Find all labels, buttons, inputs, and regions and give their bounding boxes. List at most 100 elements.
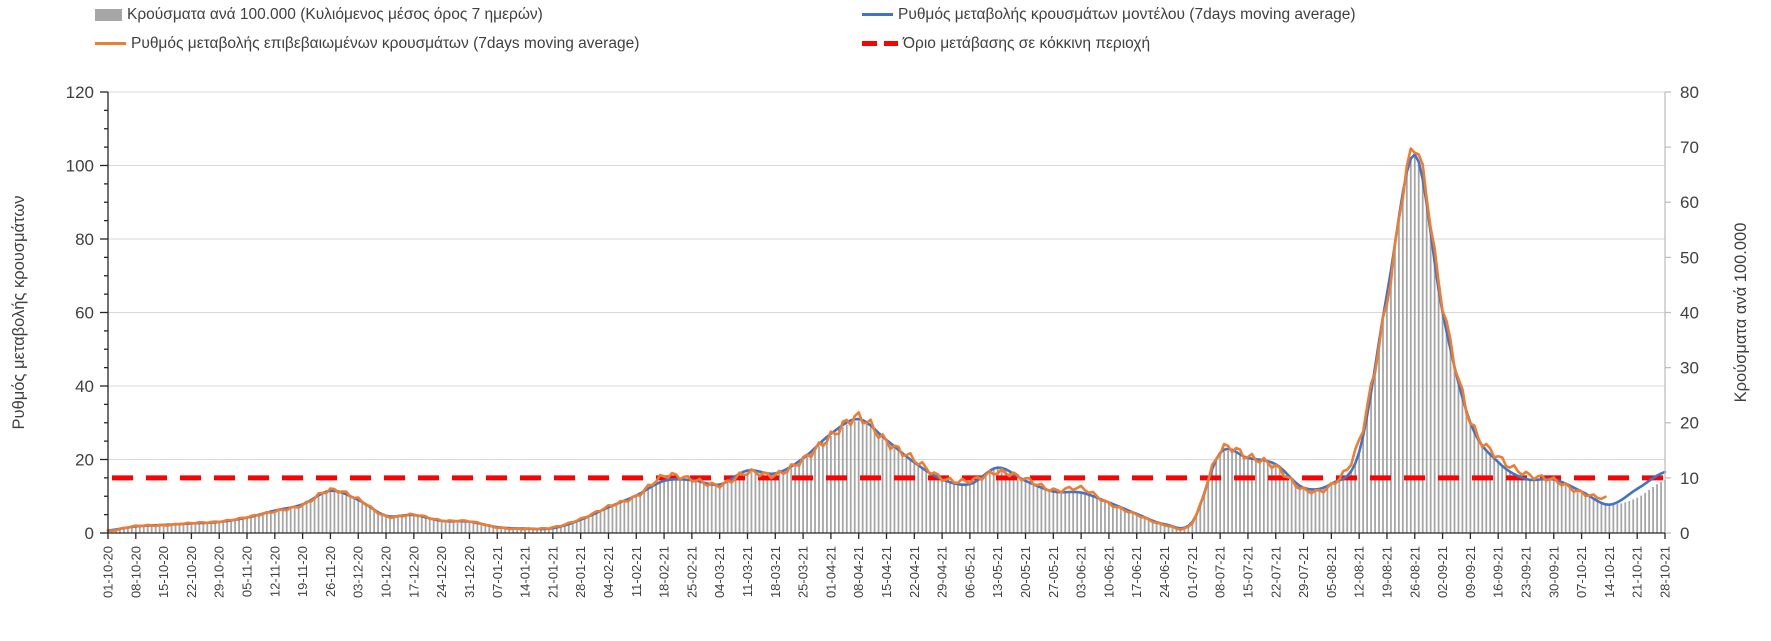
case-bar	[1004, 470, 1007, 533]
case-bar	[1632, 499, 1635, 533]
case-bar	[377, 512, 379, 533]
x-tick-label: 14-10-21	[1602, 546, 1617, 598]
case-bar	[802, 460, 804, 533]
case-bar	[1401, 195, 1404, 533]
x-tick-label: 24-12-20	[434, 546, 449, 598]
case-bar	[1509, 470, 1511, 533]
case-bar	[162, 525, 165, 533]
case-bar	[444, 521, 447, 533]
case-bar	[1000, 469, 1003, 533]
case-bar	[456, 521, 459, 533]
x-tick-label: 05-08-21	[1324, 546, 1339, 598]
case-bar	[1183, 528, 1186, 533]
case-bar	[178, 524, 181, 533]
y-tick-label-left: 20	[75, 450, 94, 469]
case-bar	[1350, 470, 1353, 533]
case-bar	[826, 439, 828, 533]
case-bar	[1282, 472, 1285, 533]
legend-item-threshold: Όριο μετάβασης σε κόκκινη περιοχή	[862, 36, 1150, 52]
case-bar	[1533, 479, 1535, 533]
legend-item-confirmed: Ρυθμός μεταβολής επιβεβαιωμένων κρουσμάτ…	[95, 36, 639, 52]
case-bar	[1104, 501, 1106, 533]
case-bar	[488, 526, 491, 533]
case-bar	[424, 517, 427, 533]
x-tick-label: 08-07-21	[1213, 546, 1228, 598]
case-bar	[1521, 476, 1523, 533]
case-bar	[1636, 497, 1639, 533]
case-bar	[1314, 490, 1317, 533]
y-tick-label-right: 20	[1680, 414, 1699, 433]
case-bar	[353, 498, 356, 533]
case-bar	[607, 507, 610, 533]
case-bar	[1270, 464, 1273, 533]
y-tick-label-right: 40	[1680, 303, 1699, 322]
case-bar	[520, 528, 522, 533]
case-bar	[996, 469, 999, 533]
y-tick-label-right: 0	[1680, 524, 1689, 543]
x-tick-label: 19-08-21	[1379, 546, 1394, 598]
case-bar	[734, 477, 737, 533]
case-bar	[1628, 500, 1631, 533]
x-tick-label: 05-11-20	[240, 546, 255, 597]
x-tick-label: 29-07-21	[1296, 546, 1311, 598]
case-bar	[1382, 321, 1384, 533]
case-bar	[750, 472, 753, 533]
x-tick-label: 16-09-21	[1491, 546, 1506, 598]
case-bar	[1290, 480, 1293, 533]
case-bar	[401, 516, 403, 533]
case-bar	[1481, 445, 1484, 533]
y-axis-right: 0 10 20 30 40 50 60 70 80	[1664, 83, 1699, 543]
case-bar	[1624, 502, 1627, 533]
x-tick-label: 08-04-21	[851, 546, 866, 598]
case-bar	[611, 506, 614, 533]
case-bar	[1223, 451, 1226, 533]
case-bar	[1457, 380, 1460, 533]
case-bar	[913, 463, 916, 533]
case-bar	[198, 523, 201, 533]
case-bar	[1616, 504, 1619, 533]
case-bar	[1274, 466, 1277, 533]
x-tick-label: 10-12-20	[379, 546, 394, 598]
x-tick-label: 01-04-21	[823, 546, 838, 598]
case-bar	[762, 474, 765, 533]
case-bar	[1366, 416, 1368, 533]
y-tick-label-left: 40	[75, 377, 94, 396]
case-bar	[1199, 505, 1202, 533]
case-bar	[369, 507, 372, 533]
case-bar	[1540, 479, 1543, 533]
case-bar	[349, 496, 352, 533]
case-bar	[567, 524, 570, 533]
x-tick-label: 11-03-21	[740, 546, 755, 597]
case-bar	[1266, 463, 1269, 533]
case-bar	[794, 465, 797, 533]
case-bar	[146, 525, 149, 533]
y-tick-label-left: 80	[75, 230, 94, 249]
case-bar	[289, 508, 292, 533]
x-tick-label: 17-06-21	[1129, 546, 1144, 598]
case-bar	[722, 484, 725, 533]
case-bar	[917, 466, 920, 533]
x-tick-label: 08-10-20	[128, 546, 143, 598]
case-bar	[774, 475, 777, 533]
case-bar	[1072, 492, 1075, 533]
cases-bar-swatch-icon	[95, 8, 122, 21]
case-bar	[1330, 485, 1333, 533]
case-bar	[1012, 474, 1015, 533]
case-bar	[1537, 479, 1539, 533]
case-bar	[806, 457, 808, 533]
case-bar	[1477, 440, 1480, 533]
case-bar	[405, 515, 407, 533]
case-bar	[1076, 492, 1079, 533]
case-bar	[893, 448, 896, 533]
case-bar	[1294, 483, 1297, 533]
case-bar	[1123, 509, 1126, 533]
case-bar	[1215, 461, 1218, 533]
case-bar	[317, 496, 320, 533]
case-bar	[1088, 495, 1090, 533]
case-bar	[857, 421, 860, 533]
case-bar	[976, 480, 979, 533]
case-bar	[170, 524, 173, 533]
case-bar	[949, 482, 951, 533]
x-tick-label: 25-02-21	[684, 546, 699, 598]
case-bar	[837, 430, 840, 533]
